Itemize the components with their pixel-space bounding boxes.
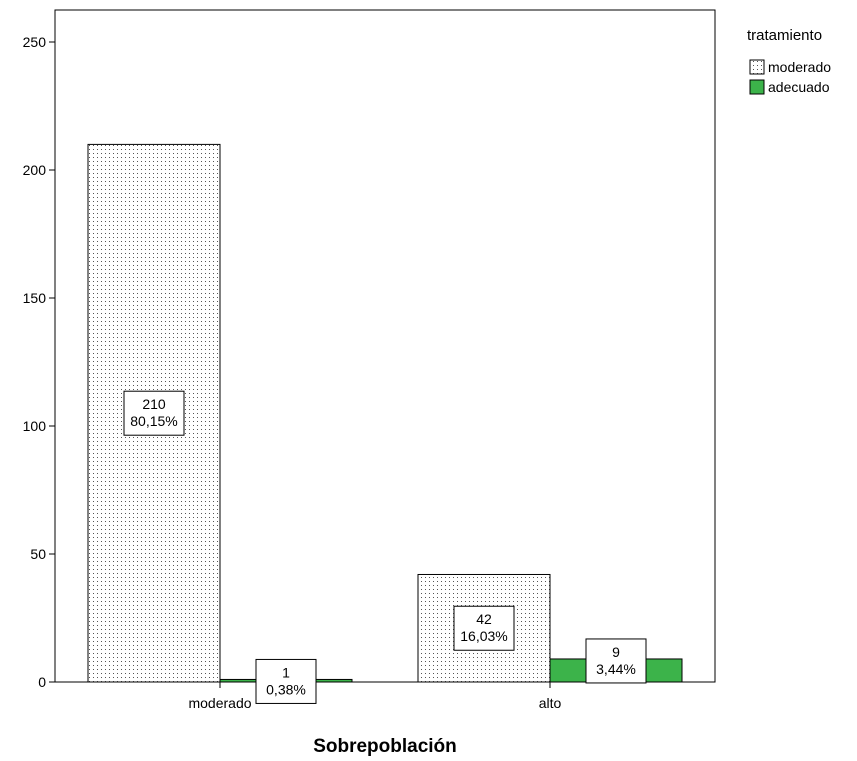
data-label-percent: 16,03% — [460, 628, 507, 644]
data-label-box — [585, 638, 647, 684]
legend-swatch-adecuado — [749, 79, 765, 95]
data-label-count: 9 — [612, 644, 620, 660]
x-axis-title: Sobrepoblación — [313, 736, 457, 756]
data-label-adecuado-moderado: 10,38% — [255, 658, 317, 704]
y-tick-label: 0 — [38, 674, 46, 690]
legend-title: tratamiento — [747, 27, 822, 44]
data-label-adecuado-alto: 93,44% — [585, 638, 647, 684]
data-label-percent: 80,15% — [130, 413, 177, 429]
y-tick-label: 250 — [23, 34, 47, 50]
y-tick-label: 200 — [23, 162, 47, 178]
y-tick-label: 100 — [23, 418, 47, 434]
x-tick-label: alto — [539, 695, 562, 711]
y-tick-label: 150 — [23, 290, 47, 306]
y-axis: 0 50 100 150 200 250 — [23, 34, 55, 690]
legend: tratamiento moderado adecuado — [747, 27, 831, 95]
data-label-box — [453, 605, 515, 651]
legend-label-adecuado: adecuado — [768, 79, 830, 95]
data-label-box — [255, 658, 317, 704]
data-label-percent: 3,44% — [596, 661, 636, 677]
data-label-box — [123, 390, 185, 436]
x-tick-label: moderado — [188, 695, 251, 711]
data-label-percent: 0,38% — [266, 681, 306, 697]
data-label-count: 1 — [282, 664, 290, 680]
x-axis: moderado alto — [188, 682, 561, 711]
y-tick-label: 50 — [30, 546, 46, 562]
legend-label-moderado: moderado — [768, 59, 831, 75]
legend-swatch-moderado — [749, 59, 765, 75]
data-label-count: 210 — [142, 396, 166, 412]
data-label-count: 42 — [476, 611, 492, 627]
